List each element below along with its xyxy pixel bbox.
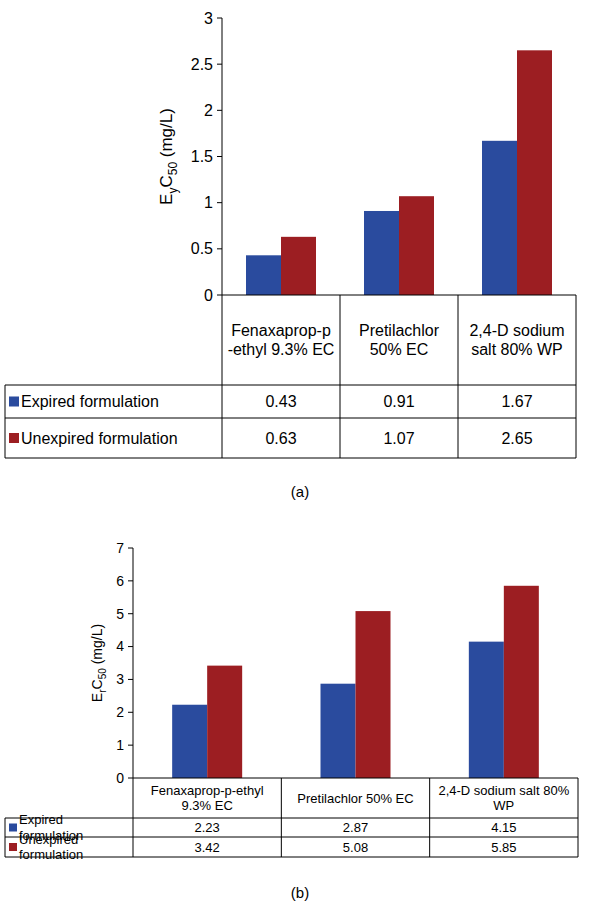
table-value: 1.07: [383, 430, 414, 447]
panel-caption: (a): [291, 483, 309, 500]
chart: 0 1 2 3 4 5 6 7 ErC50 (mg/L) Fenaxaprop-p-ethyl9.…: [5, 540, 578, 901]
y-tick-label: 3: [204, 10, 213, 27]
y-tick-label: 1: [204, 194, 213, 211]
bar: [504, 586, 539, 778]
y-axis-label: EyC50 (mg/L): [157, 108, 180, 205]
x-tick-label: Pretilachlor50% EC: [359, 322, 440, 358]
legend-label: Unexpiredformulation: [19, 832, 83, 863]
table-value: 0.43: [265, 393, 296, 410]
y-tick: [128, 646, 133, 647]
y-tick-label: 4: [116, 638, 124, 654]
bar: [356, 611, 391, 778]
y-tick-label: 2: [204, 102, 213, 119]
table-border: [5, 818, 6, 857]
y-tick-label: 3: [116, 671, 124, 687]
bar: [172, 705, 207, 778]
bar: [517, 50, 552, 295]
y-tick-label: 5: [116, 606, 124, 622]
table-border: [576, 295, 577, 458]
y-tick: [217, 110, 222, 111]
table-value: 5.08: [343, 840, 368, 855]
x-tick-label: Pretilachlor 50% EC: [297, 791, 413, 806]
table-value: 5.85: [491, 840, 516, 855]
table-value: 0.63: [265, 430, 296, 447]
table-value: 3.42: [195, 840, 220, 855]
table-value: 1.67: [501, 393, 532, 410]
data-table: Fenaxaprop-p-ethyl 9.3% EC Pretilachlor50…: [5, 295, 576, 458]
y-tick-label: 7: [116, 540, 124, 556]
table-border: [5, 857, 578, 858]
table-border: [222, 295, 576, 296]
y-tick-label: 6: [116, 573, 124, 589]
legend-key: [9, 843, 17, 851]
bar: [246, 255, 281, 295]
table-value: 4.15: [491, 820, 516, 835]
y-tick: [128, 613, 133, 614]
table-border: [222, 295, 223, 458]
x-tick-label: 2,4-D sodium salt 80%WP: [438, 783, 569, 814]
y-tick-label: 2: [116, 704, 124, 720]
table-border: [458, 295, 459, 458]
table-value: 2.87: [343, 820, 368, 835]
bars: [246, 50, 552, 295]
bar: [399, 196, 434, 295]
y-tick-label: 0.5: [191, 240, 213, 257]
table-border: [5, 385, 576, 386]
x-tick-label: Fenaxaprop-p-ethyl 9.3% EC: [228, 322, 335, 358]
y-tick-label: 0: [204, 287, 213, 304]
y-tick: [128, 580, 133, 581]
y-tick: [128, 548, 133, 549]
table-value: 2.23: [195, 820, 220, 835]
y-tick: [217, 64, 222, 65]
bar: [469, 642, 504, 778]
y-tick: [217, 156, 222, 157]
legend-label: Expired formulation: [21, 393, 159, 410]
legend-key: [9, 824, 17, 832]
chart: 0 0.5 1 1.5 2 2.5 3 EyC50 (mg/L) Fenaxaprop-p-et…: [5, 10, 576, 500]
y-tick: [217, 295, 222, 296]
y-axis-line: [133, 548, 134, 778]
bar: [207, 666, 242, 778]
y-tick: [217, 18, 222, 19]
table-value: 2.65: [501, 430, 532, 447]
bars: [172, 586, 539, 778]
x-tick-label: Fenaxaprop-p-ethyl9.3% EC: [151, 783, 264, 814]
table-value: 0.91: [383, 393, 414, 410]
bar: [321, 684, 356, 778]
y-tick-label: 1.5: [191, 148, 213, 165]
legend-key: [9, 433, 19, 443]
legend-key: [9, 397, 19, 407]
data-table: Fenaxaprop-p-ethyl9.3% EC Pretilachlor 50…: [5, 778, 578, 862]
bar: [281, 237, 316, 295]
table-border: [5, 418, 576, 419]
table-border: [5, 385, 6, 458]
bar: [364, 211, 399, 295]
y-tick: [128, 778, 133, 779]
y-axis-label: ErC50 (mg/L): [89, 624, 108, 702]
table-border: [340, 295, 341, 458]
panel-caption: (b): [291, 884, 309, 901]
y-tick: [217, 248, 222, 249]
bar: [482, 141, 517, 295]
y-tick-label: 2.5: [191, 56, 213, 73]
x-tick-label: 2,4-D sodiumsalt 80% WP: [469, 322, 564, 358]
y-tick-label: 0: [116, 770, 124, 786]
figure: 0 0.5 1 1.5 2 2.5 3 EyC50 (mg/L) Fenaxaprop-p-et…: [0, 0, 600, 911]
y-tick: [128, 745, 133, 746]
table-border: [5, 837, 578, 838]
legend-label: Unexpired formulation: [21, 430, 178, 447]
table-border: [5, 458, 576, 459]
table-border: [133, 778, 578, 779]
y-tick: [128, 679, 133, 680]
y-tick: [217, 202, 222, 203]
table-border: [5, 818, 578, 819]
y-tick: [128, 712, 133, 713]
y-tick-label: 1: [116, 737, 124, 753]
